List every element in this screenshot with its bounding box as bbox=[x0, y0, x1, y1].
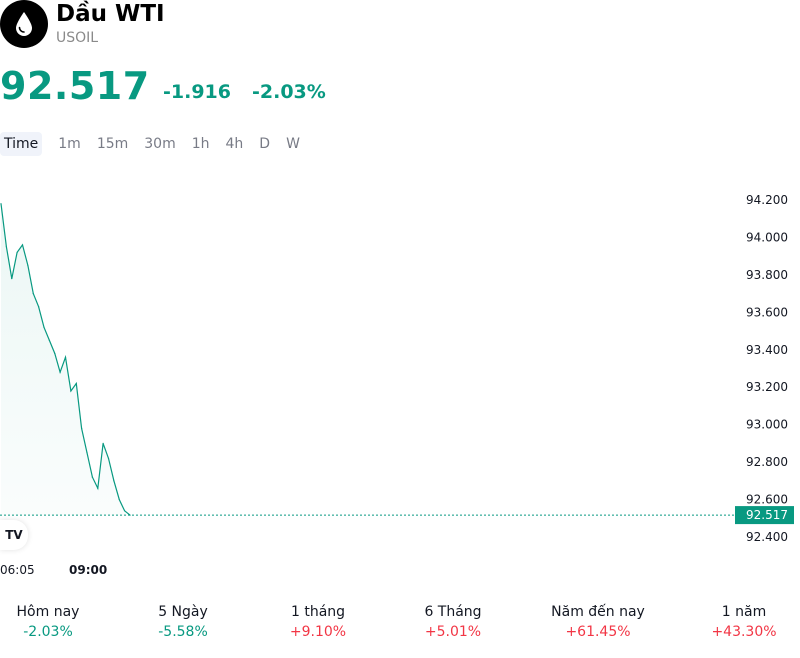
price-point bbox=[16, 251, 18, 254]
perf-value: -5.58% bbox=[158, 624, 208, 640]
y-axis-tick-label: 93.200 bbox=[746, 380, 788, 394]
y-axis-tick-label: 92.400 bbox=[746, 530, 788, 544]
price-point bbox=[11, 278, 13, 280]
perf-label: Năm đến nay bbox=[551, 604, 645, 620]
price-change: -1.916 bbox=[163, 81, 231, 103]
price-change-percent: -2.03% bbox=[252, 81, 326, 103]
last-price: 92.517 bbox=[0, 64, 150, 108]
price-point bbox=[107, 457, 110, 459]
price-point bbox=[32, 293, 34, 295]
price-point bbox=[54, 352, 56, 355]
price-point bbox=[102, 442, 104, 444]
price-point bbox=[0, 203, 2, 205]
y-axis-tick-label: 93.000 bbox=[746, 418, 788, 432]
tab-interval-time[interactable]: Time bbox=[0, 132, 43, 156]
tab-interval-d[interactable]: D bbox=[259, 136, 271, 152]
perf-value: -2.03% bbox=[23, 624, 73, 640]
tab-interval-1m[interactable]: 1m bbox=[58, 136, 81, 152]
perf-label: 5 Ngày bbox=[158, 604, 208, 620]
price-chart[interactable]: 94.200 94.000 93.800 93.600 93.400 93.200 93.0… bbox=[0, 180, 800, 580]
perf-value: +9.10% bbox=[289, 624, 347, 640]
tab-interval-4h[interactable]: 4h bbox=[225, 136, 244, 152]
price-chart-svg[interactable]: 94.200 94.000 93.800 93.600 93.400 93.200 93.0… bbox=[0, 180, 800, 580]
header: Dầu WTI USOIL bbox=[0, 0, 800, 52]
y-axis-tick-label: 93.600 bbox=[746, 305, 788, 319]
perf-label: Hôm nay bbox=[16, 604, 80, 620]
last-price-label: 92.517 bbox=[746, 508, 788, 522]
perf-5-days[interactable]: 5 Ngày -5.58% bbox=[113, 602, 253, 642]
tab-interval-30m[interactable]: 30m bbox=[144, 136, 176, 152]
tab-interval-w[interactable]: W bbox=[286, 136, 300, 152]
last-price-badge bbox=[735, 506, 794, 525]
price-point bbox=[75, 382, 77, 385]
perf-6-months[interactable]: 6 Tháng +5.01% bbox=[383, 602, 523, 642]
instrument-symbol: USOIL bbox=[56, 30, 99, 46]
price-point bbox=[5, 246, 7, 248]
y-axis-tick-label: 92.800 bbox=[746, 455, 788, 469]
x-axis-tick-label: 06:05 bbox=[0, 563, 35, 577]
instrument-title: Dầu WTI bbox=[56, 1, 165, 27]
perf-1-month[interactable]: 1 tháng +9.10% bbox=[248, 602, 388, 642]
price-point bbox=[43, 326, 45, 328]
price-point bbox=[86, 452, 88, 454]
price-point bbox=[38, 306, 40, 308]
tab-interval-1h[interactable]: 1h bbox=[191, 136, 210, 152]
tradingview-logo[interactable]: TV bbox=[0, 520, 28, 550]
y-axis-tick-label: 92.600 bbox=[746, 493, 788, 507]
price-point bbox=[81, 427, 83, 430]
perf-1-year[interactable]: 1 năm +43.30% bbox=[674, 602, 800, 642]
y-axis-tick-label: 93.400 bbox=[746, 343, 788, 357]
price-point bbox=[97, 487, 99, 489]
price-point bbox=[70, 390, 72, 392]
price-point bbox=[27, 264, 29, 267]
price-point bbox=[64, 356, 67, 358]
price-point bbox=[21, 244, 24, 246]
price-point bbox=[59, 371, 61, 373]
perf-value: +43.30% bbox=[711, 624, 777, 640]
perf-ytd[interactable]: Năm đến nay +61.45% bbox=[528, 602, 668, 642]
oil-drop-icon bbox=[0, 0, 48, 48]
x-axis-tick-label: 09:00 bbox=[69, 563, 107, 577]
perf-today[interactable]: Hôm nay -2.03% bbox=[0, 602, 118, 642]
tab-interval-15m[interactable]: 15m bbox=[96, 136, 129, 152]
perf-label: 1 năm bbox=[721, 604, 767, 620]
performance-bar: Hôm nay -2.03% 5 Ngày -5.58% 1 tháng +9.… bbox=[0, 602, 800, 652]
price-point bbox=[48, 339, 50, 342]
perf-label: 1 tháng bbox=[290, 604, 346, 620]
perf-label: 6 Tháng bbox=[424, 604, 482, 620]
y-axis-tick-label: 94.200 bbox=[746, 193, 788, 207]
y-axis-tick-label: 94.000 bbox=[746, 230, 788, 244]
perf-value: +5.01% bbox=[424, 624, 482, 640]
price-point bbox=[124, 510, 126, 512]
price-point bbox=[113, 480, 115, 482]
price-point bbox=[118, 498, 120, 501]
perf-value: +61.45% bbox=[565, 624, 631, 640]
y-axis-tick-label: 93.800 bbox=[746, 268, 788, 282]
interval-tabs: Time 1m 15m 30m 1h 4h D W bbox=[0, 131, 308, 157]
price-point bbox=[91, 476, 93, 478]
